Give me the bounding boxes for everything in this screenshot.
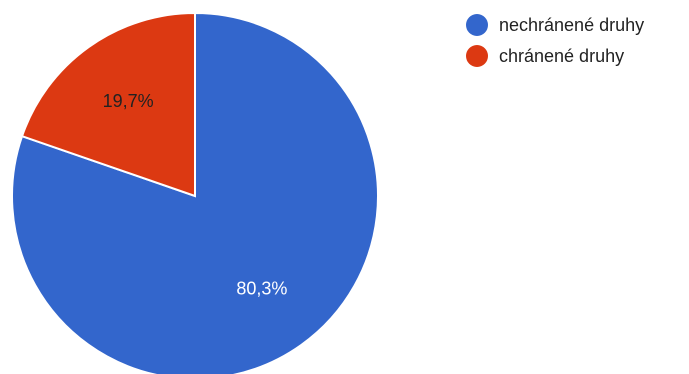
legend-swatch-nechranene-druhy [466, 14, 488, 36]
pie-chart: 80,3% 19,7% [11, 11, 379, 374]
pie-slice-label-1: 19,7% [103, 91, 154, 111]
pie-slice-0[interactable] [11, 11, 379, 374]
legend-item-nechranene-druhy[interactable]: nechránené druhy [466, 14, 644, 36]
legend-swatch-chranene-druhy [466, 45, 488, 67]
legend-item-chranene-druhy[interactable]: chránené druhy [466, 45, 644, 67]
pie-slice-label-0: 80,3% [236, 279, 287, 299]
legend-label-chranene-druhy: chránené druhy [499, 45, 625, 66]
pie-slice-1[interactable] [20, 11, 196, 198]
legend-label-nechranene-druhy: nechránené druhy [499, 14, 645, 35]
chart-legend: nechránené druhy chránené druhy [466, 14, 644, 76]
